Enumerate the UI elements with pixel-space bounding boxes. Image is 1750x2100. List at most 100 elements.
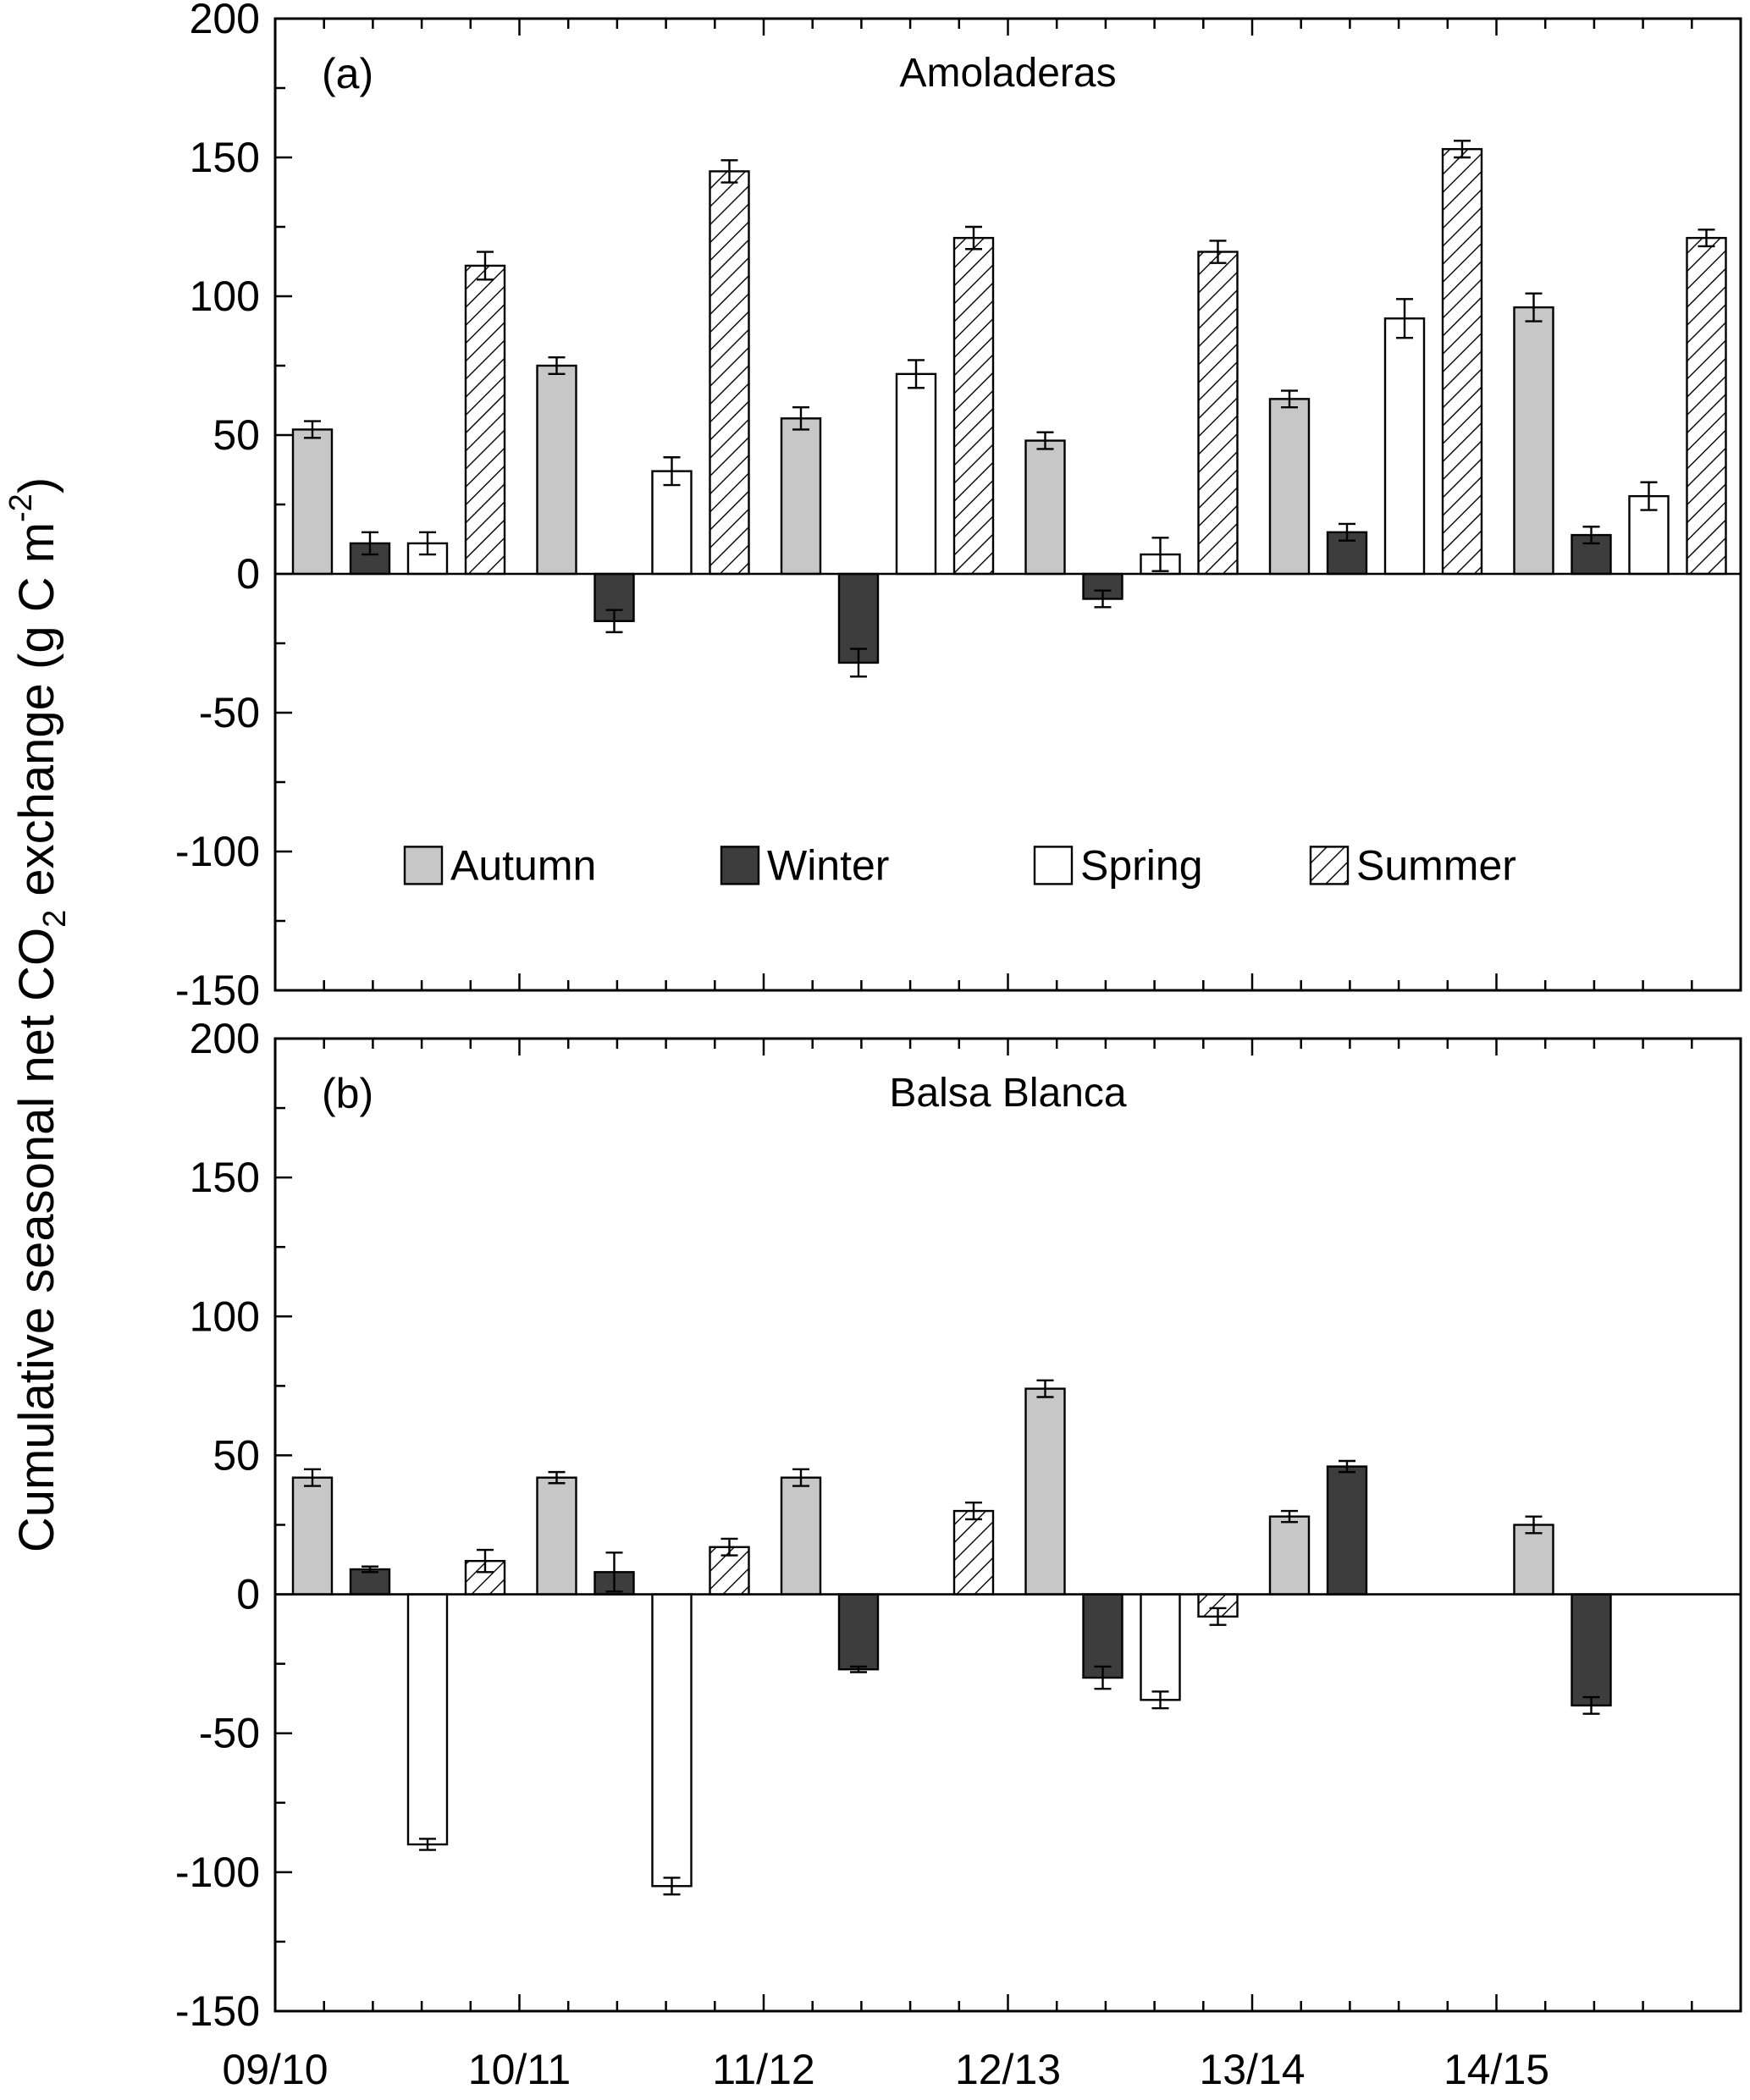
legend-swatch-spring — [1033, 846, 1074, 885]
bar-autumn-14/15 — [1513, 306, 1554, 576]
error-bar — [1151, 537, 1169, 572]
legend-label: Spring — [1080, 841, 1203, 889]
bar-summer-11/12 — [952, 1509, 995, 1596]
error-bar — [605, 1552, 623, 1593]
error-bar — [850, 648, 867, 678]
error-bar — [477, 251, 494, 281]
bar-spring-13/14 — [1383, 317, 1426, 576]
x-tick-label: 10/11 — [468, 2046, 571, 2093]
error-bar — [419, 531, 436, 556]
panel-title: Balsa Blanca — [889, 1071, 1126, 1116]
error-bar — [1640, 481, 1658, 511]
bar-autumn-09/10 — [291, 428, 334, 576]
legend: Autumn Winter Spring Summer — [403, 841, 1516, 889]
bar-summer-10/11 — [709, 170, 750, 576]
y-tick-label: 0 — [236, 1571, 260, 1618]
error-bar — [304, 1468, 321, 1487]
error-bar — [792, 406, 809, 431]
bar-winter-12/13 — [1082, 1593, 1123, 1679]
error-bar — [908, 359, 925, 389]
bar-summer-12/13 — [1197, 251, 1239, 576]
error-bar — [605, 609, 623, 634]
error-bar — [1454, 140, 1471, 159]
y-tick-label: 50 — [213, 1431, 260, 1479]
y-tick-label: 50 — [213, 411, 260, 459]
bar-spring-11/12 — [895, 372, 937, 576]
y-tick-label: 150 — [190, 134, 260, 181]
error-bar — [1396, 298, 1413, 339]
legend-label: Winter — [767, 841, 889, 889]
error-bar — [965, 1502, 982, 1521]
panel-b: 200 150 100 50 0 -50 -100 -150 (b) Balsa Blanca — [175, 1015, 1742, 2035]
legend-item-autumn: Autumn — [403, 841, 596, 889]
legend-label: Summer — [1356, 841, 1516, 889]
error-bar — [548, 356, 566, 376]
panel-title: Amoladeras — [899, 51, 1116, 96]
error-bar — [1094, 1665, 1112, 1690]
error-bar — [965, 225, 982, 251]
legend-swatch-winter — [720, 846, 760, 885]
error-bar — [663, 456, 681, 487]
y-tick-label: -100 — [175, 1849, 260, 1896]
error-bar — [1209, 1607, 1227, 1626]
error-bar — [720, 1537, 738, 1557]
x-tick-label: 11/12 — [712, 2046, 814, 2093]
error-bar — [1582, 1695, 1600, 1715]
bar-autumn-11/12 — [780, 1476, 822, 1596]
y-tick-label: 100 — [190, 273, 260, 320]
bar-autumn-11/12 — [780, 417, 822, 576]
error-bar — [663, 1877, 681, 1896]
error-bar — [1036, 431, 1054, 450]
error-bar — [1339, 1459, 1355, 1474]
bar-autumn-13/14 — [1268, 398, 1311, 576]
bar-spring-09/10 — [406, 1593, 449, 1846]
legend-label: Autumn — [450, 841, 596, 889]
bar-autumn-13/14 — [1268, 1515, 1311, 1596]
y-tick-label: -50 — [199, 689, 260, 736]
x-tick-label: 12/13 — [955, 2046, 1061, 2093]
bar-spring-10/11 — [651, 1593, 693, 1888]
error-bar — [1525, 292, 1543, 322]
error-bar — [1281, 389, 1298, 409]
panel-frame — [273, 1037, 1742, 2013]
bar-winter-14/15 — [1571, 1593, 1612, 1707]
y-tick-label: 200 — [190, 1015, 260, 1062]
legend-item-summer: Summer — [1309, 841, 1516, 889]
error-bar — [362, 531, 378, 556]
y-tick-label: -150 — [175, 967, 260, 1014]
panel-letter: (a) — [322, 50, 373, 97]
bar-summer-09/10 — [464, 264, 506, 576]
x-tick-label: 09/10 — [222, 2046, 328, 2093]
bar-summer-11/12 — [952, 236, 995, 576]
y-tick-label: -50 — [199, 1710, 260, 1757]
bar-summer-14/15 — [1686, 236, 1727, 576]
error-bar — [362, 1565, 378, 1574]
error-bar — [419, 1838, 436, 1851]
bar-winter-11/12 — [837, 1593, 880, 1671]
error-bar — [1094, 589, 1112, 609]
bar-autumn-14/15 — [1513, 1524, 1554, 1596]
legend-swatch-autumn — [403, 846, 444, 885]
y-tick-label: 100 — [190, 1293, 260, 1340]
x-tick-label: 13/14 — [1199, 2046, 1305, 2093]
bar-autumn-09/10 — [291, 1476, 334, 1596]
y-tick-label: 0 — [236, 550, 260, 598]
error-bar — [1582, 526, 1600, 545]
error-bar — [1036, 1379, 1054, 1398]
bar-spring-12/13 — [1140, 1593, 1181, 1701]
error-bar — [850, 1665, 867, 1673]
y-tick-label: -150 — [175, 1987, 260, 2035]
error-bar — [548, 1470, 566, 1485]
bar-autumn-10/11 — [536, 364, 577, 576]
error-bar — [1698, 229, 1715, 248]
error-bar — [477, 1548, 494, 1574]
error-bar — [1151, 1690, 1169, 1710]
panel-letter: (b) — [322, 1070, 373, 1117]
error-bar — [1281, 1509, 1298, 1524]
y-tick-label: 150 — [190, 1154, 260, 1201]
error-bar — [1339, 522, 1355, 542]
legend-item-spring: Spring — [1033, 841, 1203, 889]
legend-item-winter: Winter — [720, 841, 889, 889]
